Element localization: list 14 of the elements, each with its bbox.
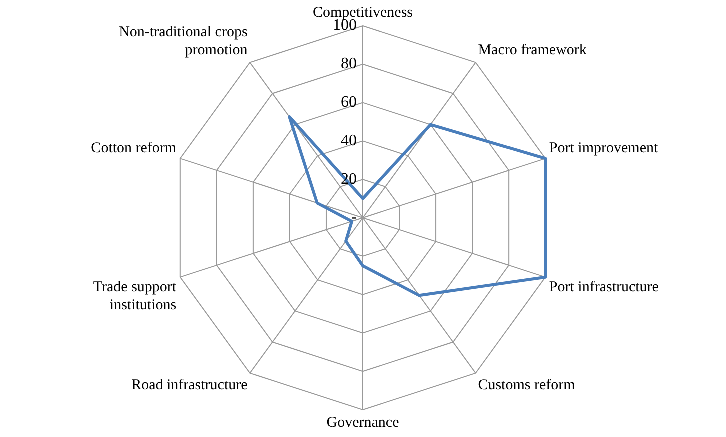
y-tick-label: - <box>352 209 357 226</box>
spoke-label: Cotton reform <box>91 140 177 156</box>
spoke-label: Customs reform <box>478 378 576 394</box>
spoke-label: Road infrastructure <box>132 378 248 394</box>
spoke-label: Port improvement <box>549 140 659 156</box>
spoke-label: Port infrastructure <box>549 280 660 296</box>
spoke-label: Macro framework <box>478 42 588 58</box>
spoke-label: Competitiveness <box>313 4 414 21</box>
y-tick-label: 60 <box>341 94 357 112</box>
spoke-label: Governance <box>326 414 400 431</box>
spoke-label: Non-traditional crops promotion <box>119 24 248 58</box>
y-tick-label: 80 <box>341 56 357 73</box>
spoke-label: Trade support institutions <box>93 280 178 314</box>
y-tick-label: 40 <box>341 132 357 150</box>
